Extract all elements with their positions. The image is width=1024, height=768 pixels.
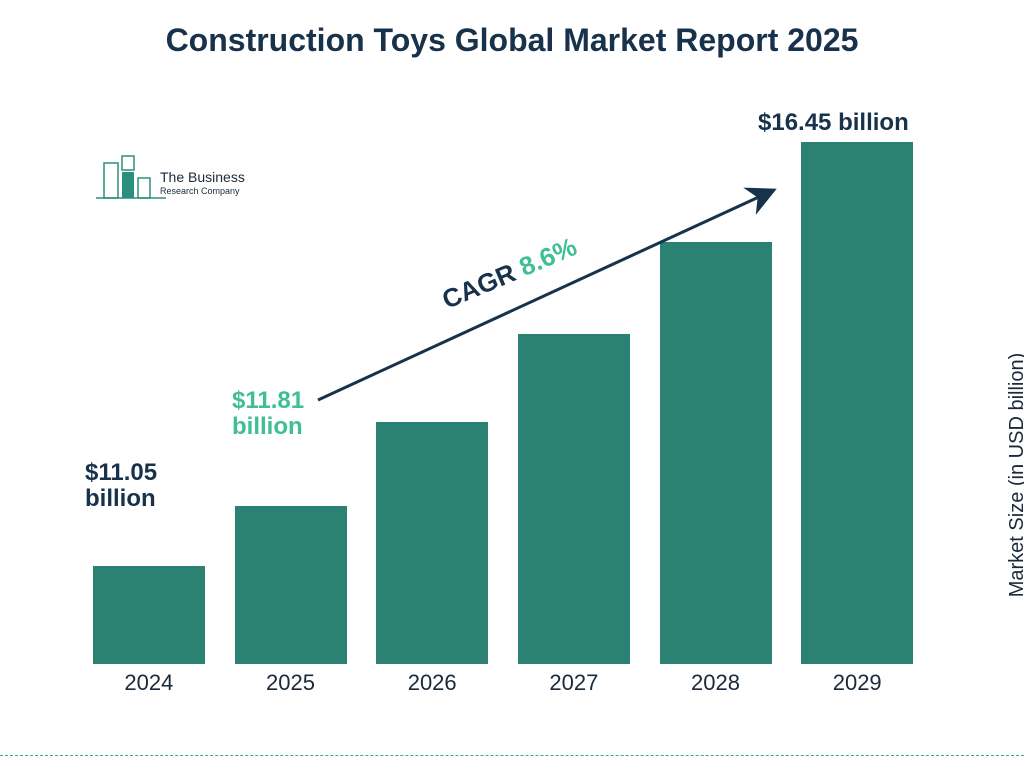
trend-arrow	[0, 0, 1024, 768]
footer-divider	[0, 755, 1024, 756]
chart-canvas: Construction Toys Global Market Report 2…	[0, 0, 1024, 768]
